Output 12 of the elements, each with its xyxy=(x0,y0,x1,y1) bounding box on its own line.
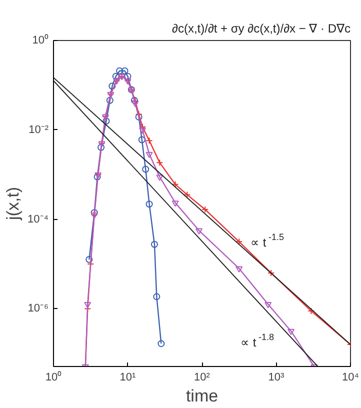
y-tick-label: 10⁻⁶ xyxy=(28,302,48,315)
y-tick-label: 10⁰ xyxy=(32,34,49,46)
x-tick-label: 10² xyxy=(194,372,210,384)
x-tick-label: 10⁴ xyxy=(342,372,360,384)
x-tick-label: 10⁰ xyxy=(45,370,62,384)
text: ∂c(x,t)/∂t + σy ∂c(x,t)/∂x − ∇ · D∇c xyxy=(172,22,351,36)
y-tick-label: 10⁻² xyxy=(28,124,49,136)
y-tick-label: 10⁻⁴ xyxy=(28,213,49,226)
y-axis-title: j(x,t) xyxy=(4,186,23,222)
x-tick-label: 10¹ xyxy=(120,372,136,384)
x-tick-label: 10³ xyxy=(268,372,285,384)
x-axis-title: time xyxy=(186,386,218,406)
